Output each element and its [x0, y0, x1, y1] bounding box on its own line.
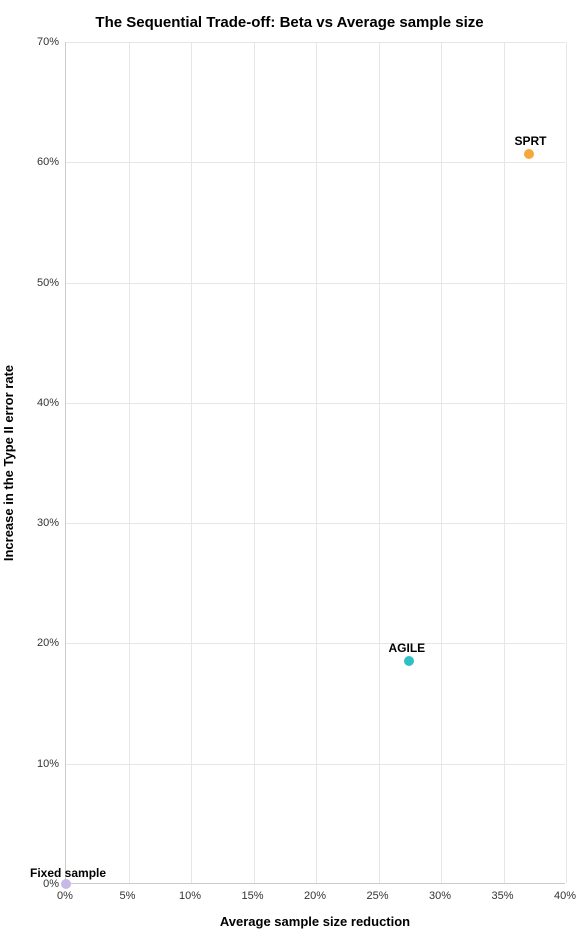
chart-title: The Sequential Trade-off: Beta vs Averag…	[0, 14, 579, 31]
x-tick-label: 5%	[120, 890, 136, 902]
y-tick-label: 70%	[37, 36, 59, 48]
gridline-horizontal	[66, 162, 565, 163]
data-point-label: AGILE	[389, 641, 426, 655]
x-tick-label: 40%	[554, 890, 576, 902]
gridline-horizontal	[66, 523, 565, 524]
x-tick-label: 30%	[429, 890, 451, 902]
gridline-horizontal	[66, 42, 565, 43]
gridline-vertical	[379, 42, 380, 883]
y-tick-label: 30%	[37, 517, 59, 529]
data-point	[524, 149, 534, 159]
plot-area: Fixed sampleAGILESPRT	[65, 42, 565, 884]
gridline-vertical	[566, 42, 567, 883]
gridline-horizontal	[66, 283, 565, 284]
data-point-label: Fixed sample	[30, 866, 106, 880]
gridline-vertical	[441, 42, 442, 883]
x-tick-label: 10%	[179, 890, 201, 902]
x-axis-title: Average sample size reduction	[65, 914, 565, 929]
gridline-horizontal	[66, 764, 565, 765]
data-point	[61, 879, 71, 889]
y-axis-title: Increase in the Type II error rate	[1, 365, 16, 561]
gridline-horizontal	[66, 403, 565, 404]
x-tick-label: 15%	[241, 890, 263, 902]
gridline-vertical	[316, 42, 317, 883]
gridline-vertical	[191, 42, 192, 883]
y-tick-label: 50%	[37, 277, 59, 289]
scatter-chart: The Sequential Trade-off: Beta vs Averag…	[0, 0, 579, 950]
gridline-horizontal	[66, 643, 565, 644]
gridline-vertical	[129, 42, 130, 883]
x-tick-label: 20%	[304, 890, 326, 902]
x-tick-label: 25%	[366, 890, 388, 902]
y-tick-label: 10%	[37, 758, 59, 770]
gridline-vertical	[254, 42, 255, 883]
y-tick-label: 0%	[43, 878, 59, 890]
data-point	[404, 656, 414, 666]
data-point-label: SPRT	[515, 134, 547, 148]
gridline-vertical	[504, 42, 505, 883]
y-tick-label: 40%	[37, 397, 59, 409]
y-tick-label: 20%	[37, 637, 59, 649]
y-tick-label: 60%	[37, 156, 59, 168]
x-tick-label: 0%	[57, 890, 73, 902]
x-tick-label: 35%	[491, 890, 513, 902]
